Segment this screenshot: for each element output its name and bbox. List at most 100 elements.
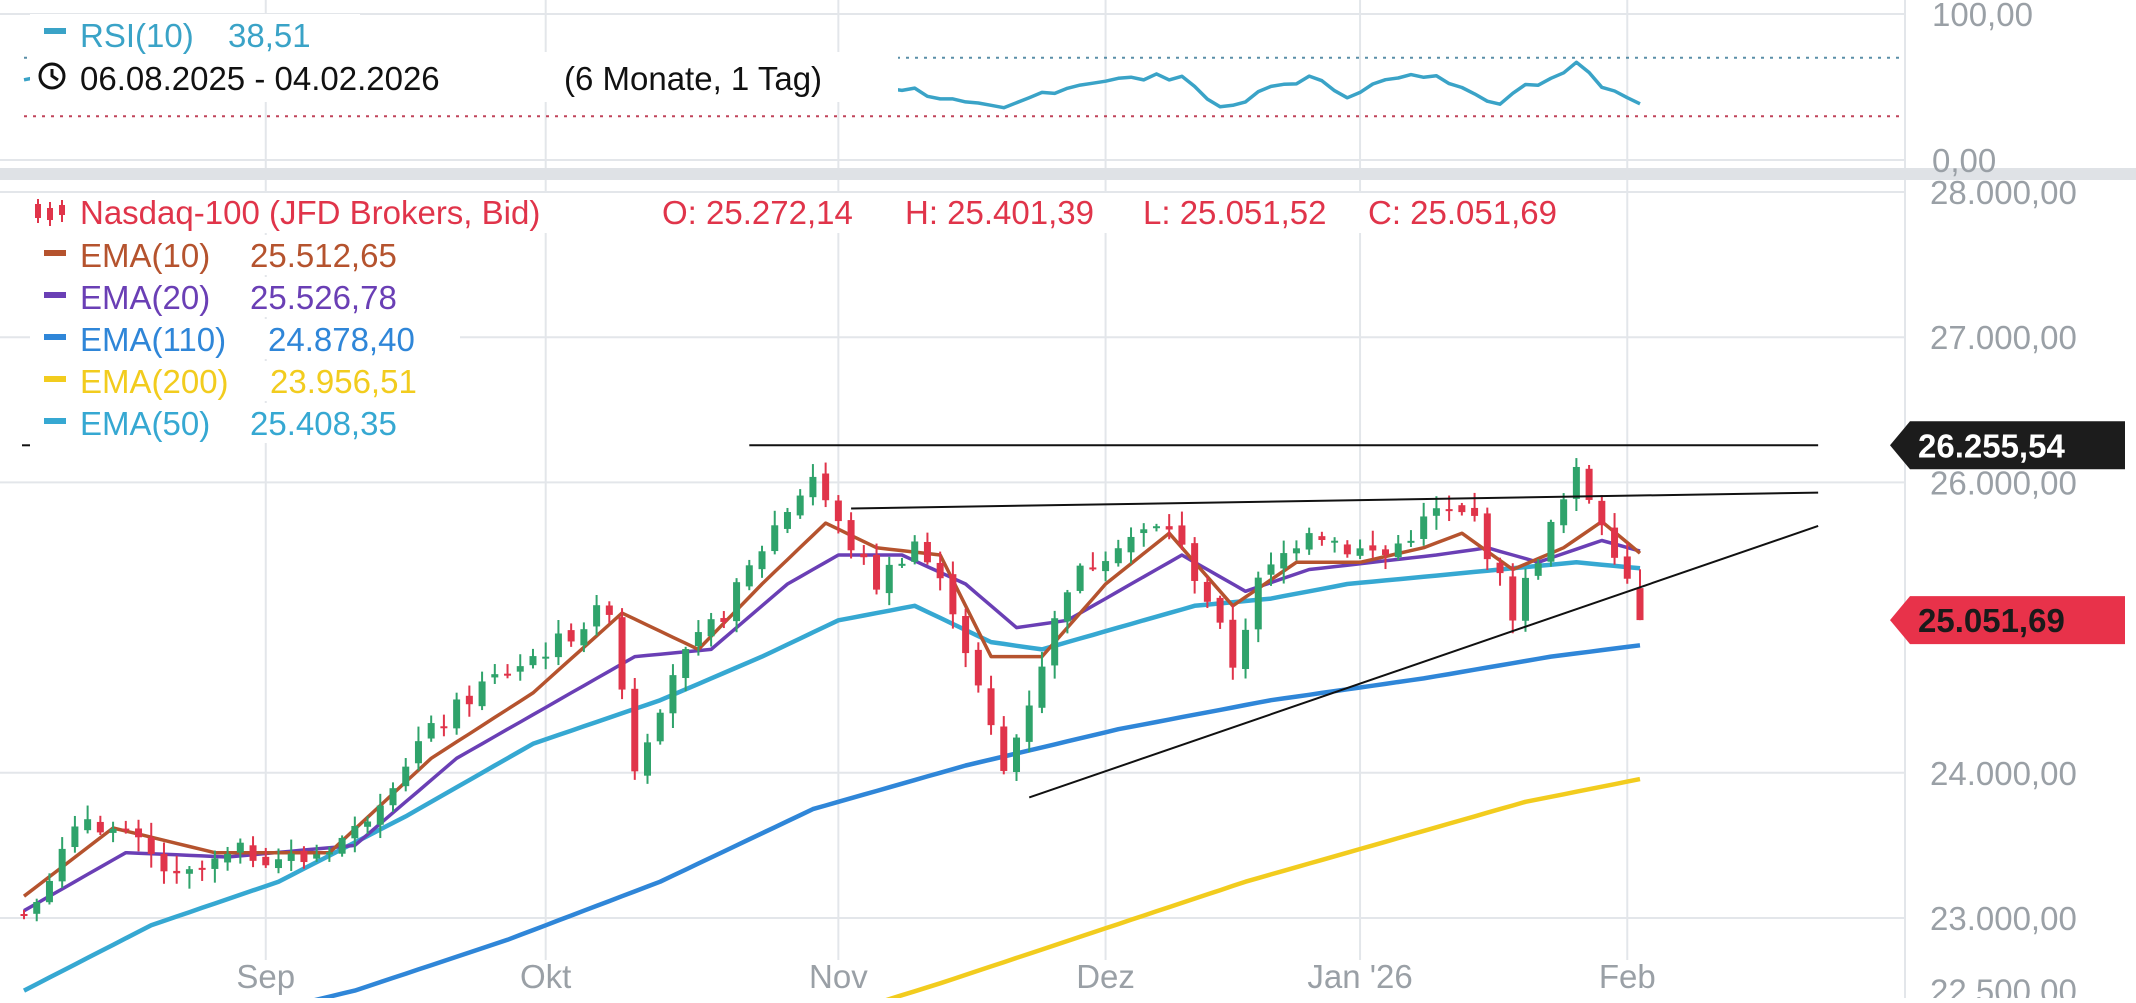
candle-body [1343,544,1351,555]
candle-body [45,880,53,903]
trendline-triangle-bottom [1028,525,1819,799]
legend-background [30,193,1610,233]
candle-body [211,858,219,869]
candle-body [173,870,181,874]
ema-line-ema200 [869,776,1641,1003]
price-badge-shape [1890,421,2125,470]
price-badge-shape [1890,596,2125,645]
rsi-legend-background [30,14,360,54]
candle-body [1292,548,1300,554]
candle-body [160,853,168,872]
ema10-value: 25.512,65 [250,237,397,274]
trendline-triangle-top [851,491,1819,510]
instrument-name: Nasdaq-100 (JFD Brokers, Bid) [80,194,540,231]
ema-legend-row: EMA(110) 24.878,40 [44,321,415,358]
candle-body [71,826,79,848]
candle-body [923,541,931,563]
candle-body [96,821,104,833]
ema50-swatch [44,418,66,424]
candle-body [822,473,830,501]
candle-body [147,837,155,854]
rsi-panel [23,14,1900,118]
candle-body [1496,562,1504,574]
candle-body [771,525,779,552]
candle-body [1051,618,1059,666]
candle-body [325,852,333,855]
candle-body [1636,588,1644,621]
candle-body [84,819,92,831]
ema110-label: EMA(110) [80,321,226,358]
x-tick-label: Nov [809,958,868,995]
candle-body [1165,526,1173,530]
candle-body [605,605,613,615]
price-badge: 26.255,54 [1890,421,2125,470]
legend-background [30,403,450,443]
panel-separator [0,168,2136,180]
candle-body [911,541,919,562]
candle-body [1013,737,1021,773]
candle-body [351,825,359,839]
candle-body [593,605,601,627]
candle-body [656,712,664,742]
candle-body [809,476,817,498]
candle-body [1585,468,1593,500]
ema-line-ema50 [22,560,1641,993]
candle-body [643,742,651,776]
ema-line-ema110 [292,643,1641,1003]
ema-line-ema10 [22,519,1642,898]
candle-body [1127,536,1135,553]
candle-body [885,564,893,594]
candle-body [1000,726,1008,771]
candle-body [873,554,881,590]
price-panel [20,193,1819,1003]
candle-body [1242,629,1250,670]
ema-legend-row: EMA(50) 25.408,35 [44,405,397,442]
candle-body [1216,597,1224,623]
candle-body [402,766,410,787]
ohlc-close: C: 25.051,69 [1368,194,1557,231]
candle-body [847,520,855,551]
ema110-value: 24.878,40 [268,321,415,358]
ema-legend-row: EMA(20) 25.526,78 [44,279,397,316]
candle-body [542,656,550,659]
candle-body [236,842,244,853]
candle-body [1191,543,1199,581]
candle-body [1356,548,1364,556]
candle-body [1534,563,1542,576]
timeframe-period[interactable]: (6 Monate, 1 Tag) [564,60,822,97]
ema200-value: 23.956,51 [270,363,417,400]
candle-body [427,723,435,739]
candle-body [414,741,422,764]
x-tick-label: Dez [1076,958,1135,995]
ema110-swatch [44,334,66,340]
candle-body [198,867,206,870]
candle-body [834,500,842,522]
ema-legend-row: EMA(10) 25.512,65 [44,237,397,274]
candle-body [1572,466,1580,499]
axes: 28.000,00 27.000,00 26.000,00 24.000,00 23.0… [236,0,2077,1003]
candle-body [1178,525,1186,545]
candle-body [122,828,130,831]
candle-body [962,616,970,654]
ema50-value: 25.408,35 [250,405,397,442]
candle-body [313,854,321,859]
candle-body [733,582,741,622]
price-tick-label: 28.000,00 [1930,174,2077,211]
candle-body [1598,500,1606,526]
date-range[interactable]: 06.08.2025 - 04.02.2026 [80,60,440,97]
candle-body [1394,543,1402,558]
candle-body [1102,561,1110,572]
candle-body [1318,536,1326,541]
candle-body [1560,499,1568,526]
candle-body [389,788,397,806]
candle-body [987,688,995,726]
candle-body [1203,581,1211,602]
ema50-label: EMA(50) [80,405,210,442]
candlestick-icon [35,199,65,226]
candle-body [135,828,143,838]
candle-body [758,551,766,570]
candle-body [860,553,868,558]
candle-body [1471,507,1479,516]
